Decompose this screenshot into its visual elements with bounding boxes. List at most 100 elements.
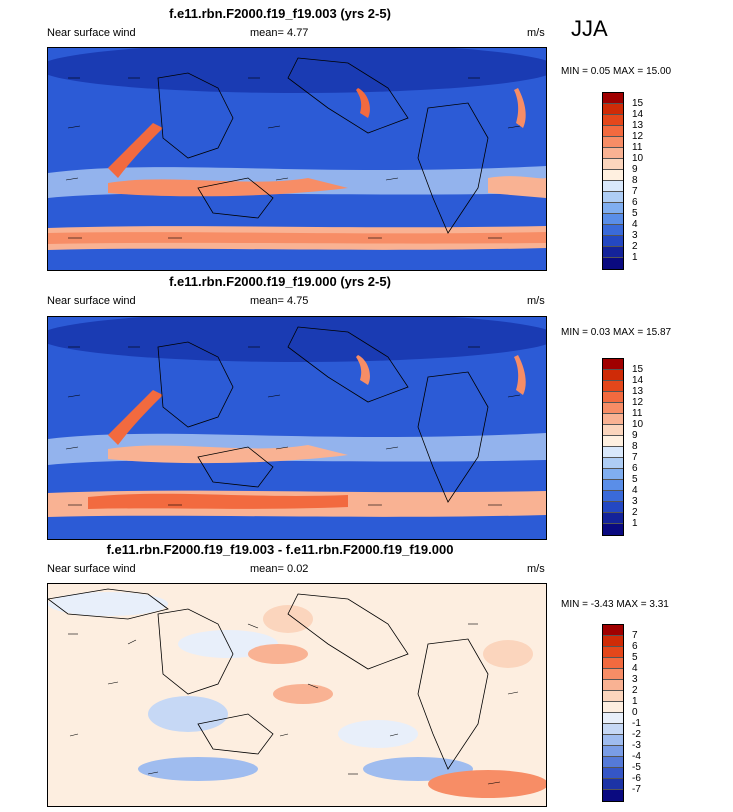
colorbar-tick-label: 2 bbox=[632, 241, 638, 252]
colorbar-swatch bbox=[603, 403, 623, 414]
max-label: MAX = bbox=[612, 66, 644, 77]
colorbar-tick-label: 3 bbox=[632, 496, 638, 507]
panel-2-map bbox=[47, 316, 547, 540]
colorbar-tick-label: 7 bbox=[632, 452, 638, 463]
panel-3-minmax: MIN = -3.43 MAX = 3.31 bbox=[561, 599, 669, 610]
panel-3-colorbar-ticks: 7 6 5 4 3 2 1 0 -1 -2 -3 -4 -5 -6 -7 bbox=[632, 630, 641, 795]
colorbar-swatch bbox=[603, 425, 623, 436]
mean-label: mean= bbox=[250, 563, 284, 575]
panel-3-colorbar bbox=[602, 624, 624, 802]
colorbar-tick-label: 7 bbox=[632, 630, 638, 641]
colorbar-swatch bbox=[603, 203, 623, 214]
colorbar-swatch bbox=[603, 214, 623, 225]
panel-2-units: m/s bbox=[527, 295, 545, 307]
colorbar-tick-label: 12 bbox=[632, 131, 644, 142]
colorbar-tick-label: 3 bbox=[632, 230, 638, 241]
colorbar-swatch bbox=[603, 236, 623, 247]
colorbar-tick-label: 5 bbox=[632, 474, 638, 485]
panel-3-units: m/s bbox=[527, 563, 545, 575]
colorbar-swatch bbox=[603, 192, 623, 203]
colorbar-tick-label: 15 bbox=[632, 98, 644, 109]
colorbar-swatch bbox=[603, 181, 623, 192]
colorbar-tick-label: 6 bbox=[632, 641, 638, 652]
panel-2-map-svg bbox=[48, 317, 546, 539]
panel-3-variable: Near surface wind bbox=[47, 563, 136, 575]
colorbar-swatch bbox=[603, 480, 623, 491]
colorbar-tick-label: -1 bbox=[632, 718, 641, 729]
colorbar-swatch bbox=[603, 392, 623, 403]
panel-1-map-svg bbox=[48, 48, 546, 270]
colorbar-swatch bbox=[603, 513, 623, 524]
colorbar-swatch bbox=[603, 436, 623, 447]
mean-label: mean= bbox=[250, 27, 284, 39]
colorbar-swatch bbox=[603, 768, 623, 779]
colorbar-tick-label: 9 bbox=[632, 430, 638, 441]
colorbar-tick-label: 5 bbox=[632, 208, 638, 219]
min-label: MIN = bbox=[561, 66, 588, 77]
season-label: JJA bbox=[571, 16, 608, 41]
min-value: -3.43 bbox=[590, 599, 614, 610]
colorbar-tick-label: 13 bbox=[632, 386, 644, 397]
colorbar-swatch bbox=[603, 647, 623, 658]
colorbar-swatch bbox=[603, 636, 623, 647]
panel-2-colorbar bbox=[602, 358, 624, 536]
colorbar-tick-label: 4 bbox=[632, 663, 638, 674]
panel-2-variable: Near surface wind bbox=[47, 295, 136, 307]
colorbar-tick-label: 13 bbox=[632, 120, 644, 131]
colorbar-tick-label: 14 bbox=[632, 375, 644, 386]
colorbar-tick-label: -5 bbox=[632, 762, 641, 773]
colorbar-swatch bbox=[603, 359, 623, 370]
max-value: 15.00 bbox=[646, 66, 672, 77]
panel-2-title: f.e11.rbn.F2000.f19_f19.000 (yrs 2-5) bbox=[169, 274, 391, 289]
colorbar-swatch bbox=[603, 469, 623, 480]
panel-1-variable: Near surface wind bbox=[47, 27, 136, 39]
panel-1-map bbox=[47, 47, 547, 271]
min-label: MIN = bbox=[561, 327, 588, 338]
colorbar-swatch bbox=[603, 126, 623, 137]
colorbar-swatch bbox=[603, 680, 623, 691]
colorbar-swatch bbox=[603, 447, 623, 458]
colorbar-swatch bbox=[603, 502, 623, 513]
mean-value: 4.75 bbox=[287, 295, 309, 307]
colorbar-tick-label: 10 bbox=[632, 153, 644, 164]
colorbar-swatch bbox=[603, 170, 623, 181]
colorbar-swatch bbox=[603, 724, 623, 735]
colorbar-tick-label: 2 bbox=[632, 685, 638, 696]
panel-1-title: f.e11.rbn.F2000.f19_f19.003 (yrs 2-5) bbox=[169, 6, 391, 21]
max-value: 3.31 bbox=[649, 599, 669, 610]
colorbar-tick-label: 1 bbox=[632, 252, 638, 263]
colorbar-tick-label: -4 bbox=[632, 751, 641, 762]
colorbar-tick-label: 5 bbox=[632, 652, 638, 663]
mean-value: 0.02 bbox=[287, 563, 309, 575]
colorbar-tick-label: 9 bbox=[632, 164, 638, 175]
colorbar-tick-label: 8 bbox=[632, 175, 638, 186]
colorbar-swatch bbox=[603, 735, 623, 746]
colorbar-swatch bbox=[603, 491, 623, 502]
colorbar-tick-label: 0 bbox=[632, 707, 638, 718]
panel-1-minmax: MIN = 0.05 MAX = 15.00 bbox=[561, 66, 671, 77]
colorbar-swatch bbox=[603, 159, 623, 170]
colorbar-swatch bbox=[603, 225, 623, 236]
colorbar-swatch bbox=[603, 658, 623, 669]
max-value: 15.87 bbox=[646, 327, 672, 338]
panel-3-map bbox=[47, 583, 547, 807]
colorbar-swatch bbox=[603, 137, 623, 148]
panel-2-minmax: MIN = 0.03 MAX = 15.87 bbox=[561, 327, 671, 338]
colorbar-swatch bbox=[603, 669, 623, 680]
panel-1-colorbar bbox=[602, 92, 624, 270]
colorbar-swatch bbox=[603, 746, 623, 757]
min-value: 0.05 bbox=[590, 66, 611, 77]
panel-3-title: f.e11.rbn.F2000.f19_f19.003 - f.e11.rbn.… bbox=[106, 542, 454, 557]
colorbar-tick-label: 4 bbox=[632, 485, 638, 496]
colorbar-swatch bbox=[603, 458, 623, 469]
colorbar-swatch bbox=[603, 258, 623, 269]
colorbar-swatch bbox=[603, 247, 623, 258]
colorbar-tick-label: 8 bbox=[632, 441, 638, 452]
panel-1-mean: mean= 4.77 bbox=[250, 27, 308, 39]
colorbar-swatch bbox=[603, 414, 623, 425]
colorbar-swatch bbox=[603, 625, 623, 636]
colorbar-swatch bbox=[603, 115, 623, 126]
colorbar-swatch bbox=[603, 104, 623, 115]
colorbar-tick-label: 4 bbox=[632, 219, 638, 230]
colorbar-tick-label: 1 bbox=[632, 518, 638, 529]
